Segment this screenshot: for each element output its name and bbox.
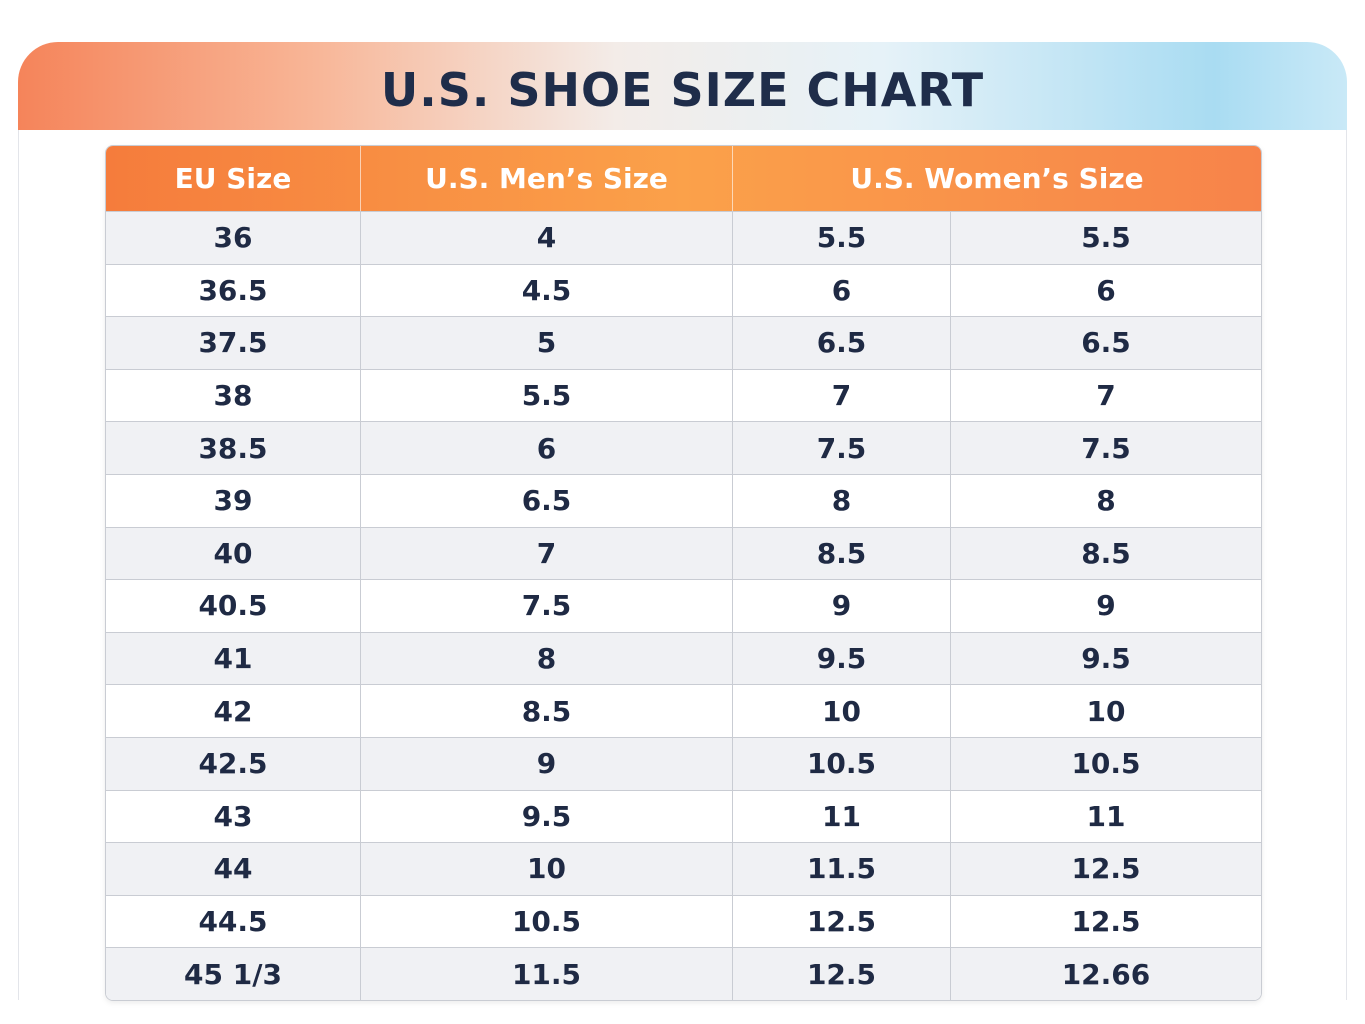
table-row: 36.5 4.5 6 6 — [106, 263, 1261, 317]
table-cell: 11.5 — [733, 842, 951, 895]
table-row: 44.5 10.5 12.5 12.5 — [106, 894, 1261, 948]
table-cell: 7 — [951, 368, 1261, 422]
table-cell: 12.5 — [733, 894, 951, 948]
header-banner: U.S. SHOE SIZE CHART — [18, 42, 1347, 130]
table-cell: 44.5 — [106, 894, 361, 948]
table-row: 45 1/3 11.5 12.5 12.66 — [106, 947, 1261, 1000]
table-cell: 42.5 — [106, 736, 361, 790]
table-cell: 9 — [951, 579, 1261, 632]
table-row: 42.5 9 10.5 10.5 — [106, 736, 1261, 790]
table-cell: 12.5 — [951, 842, 1261, 895]
table-cell: 8.5 — [361, 684, 733, 737]
page-title: U.S. SHOE SIZE CHART — [380, 63, 985, 117]
table-row: 41 8 9.5 9.5 — [106, 631, 1261, 685]
table-cell: 10.5 — [733, 736, 951, 790]
table-cell: 45 1/3 — [106, 947, 361, 1000]
table-row: 37.5 5 6.5 6.5 — [106, 316, 1261, 369]
table-row: 38 5.5 7 7 — [106, 368, 1261, 422]
table-row: 40.5 7.5 9 9 — [106, 579, 1261, 632]
table-cell: 37.5 — [106, 316, 361, 369]
table-cell: 39 — [106, 473, 361, 527]
table-cell: 40.5 — [106, 579, 361, 632]
table-cell: 6.5 — [733, 316, 951, 369]
table-row: 36 4 5.5 5.5 — [106, 211, 1261, 264]
table-cell: 12.66 — [951, 947, 1261, 1000]
table-cell: 8 — [951, 473, 1261, 527]
table-cell: 9.5 — [361, 789, 733, 843]
table-cell: 38.5 — [106, 421, 361, 474]
table-cell: 7.5 — [733, 421, 951, 474]
table-cell: 7 — [733, 368, 951, 422]
table-cell: 7 — [361, 526, 733, 580]
table-row: 42 8.5 10 10 — [106, 684, 1261, 737]
table-cell: 10 — [361, 842, 733, 895]
table-cell: 40 — [106, 526, 361, 580]
table-cell: 10.5 — [951, 736, 1261, 790]
table-cell: 5.5 — [951, 211, 1261, 264]
column-header: U.S. Women’s Size — [850, 162, 1144, 195]
table-cell: 6 — [951, 263, 1261, 317]
table-cell: 38 — [106, 368, 361, 422]
table-cell: 6.5 — [361, 473, 733, 527]
table-cell: 9.5 — [951, 631, 1261, 685]
table-cell: 5 — [361, 316, 733, 369]
table-cell: 12.5 — [733, 947, 951, 1000]
table-cell: 41 — [106, 631, 361, 685]
column-header: EU Size — [106, 146, 361, 211]
table-cell: 8 — [733, 473, 951, 527]
table-cell: 10.5 — [361, 894, 733, 948]
table-cell: 44 — [106, 842, 361, 895]
table-row: 38.5 6 7.5 7.5 — [106, 421, 1261, 474]
header-row: EU Size U.S. Men’s Size U.S. Women’s Size — [106, 146, 1261, 211]
table-cell: 36.5 — [106, 263, 361, 317]
table-cell: 43 — [106, 789, 361, 843]
table-cell: 11 — [951, 789, 1261, 843]
table-cell: 4 — [361, 211, 733, 264]
table-row: 39 6.5 8 8 — [106, 473, 1261, 527]
table-cell: 8.5 — [951, 526, 1261, 580]
table-cell: 36 — [106, 211, 361, 264]
table-cell: 7.5 — [361, 579, 733, 632]
table-cell: 4.5 — [361, 263, 733, 317]
table-cell: 5.5 — [733, 211, 951, 264]
table-cell: 42 — [106, 684, 361, 737]
table-cell: 9 — [361, 736, 733, 790]
table-cell: 7.5 — [951, 421, 1261, 474]
table-cell: 10 — [951, 684, 1261, 737]
table-cell: 11 — [733, 789, 951, 843]
table-row: 44 10 11.5 12.5 — [106, 842, 1261, 895]
table-cell: 6 — [733, 263, 951, 317]
table-cell: 5.5 — [361, 368, 733, 422]
column-header: U.S. Men’s Size — [361, 146, 733, 211]
table-cell: 9.5 — [733, 631, 951, 685]
table-cell: 6 — [361, 421, 733, 474]
table-cell: 8.5 — [733, 526, 951, 580]
table-header: EU Size U.S. Men’s Size U.S. Women’s Size — [106, 146, 1261, 211]
size-table: EU Size U.S. Men’s Size U.S. Women’s Size … — [105, 145, 1262, 1001]
table-cell: 9 — [733, 579, 951, 632]
card — [18, 130, 1347, 1000]
table-cell: 10 — [733, 684, 951, 737]
table-body: 36 4 5.5 5.5 36.5 4.5 6 6 37.5 5 6.5 6.5 38 5.5 7 7 38.5… — [106, 211, 1261, 1000]
table-cell: 8 — [361, 631, 733, 685]
table-row: 40 7 8.5 8.5 — [106, 526, 1261, 580]
table-row: 43 9.5 11 11 — [106, 789, 1261, 843]
table-cell: 6.5 — [951, 316, 1261, 369]
table-cell: 12.5 — [951, 894, 1261, 948]
table-cell: 11.5 — [361, 947, 733, 1000]
